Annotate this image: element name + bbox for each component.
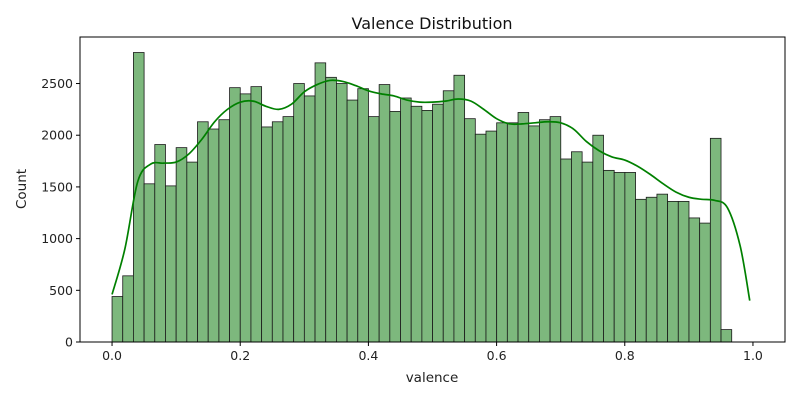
x-tick-label: 0.4 [358,348,378,363]
histogram-bar [539,119,551,343]
histogram-bar [165,185,177,343]
histogram-bar [154,144,166,343]
histogram-bar [677,200,690,343]
histogram-bar [389,111,401,343]
histogram-bar [517,112,530,343]
histogram-bar [400,97,412,343]
histogram-bar [571,151,583,343]
histogram-bar [314,62,327,343]
histogram-bar [303,95,316,343]
histogram-bar [271,121,284,343]
plot-frame [79,36,786,343]
histogram-bar [239,93,252,343]
histogram-bar [218,119,230,343]
x-tick-label: 0.0 [102,348,122,363]
histogram-bar [645,196,658,343]
histogram-bar [143,183,156,343]
y-tick-label: 1000 [41,231,73,246]
y-axis-label: Count [14,169,30,209]
histogram-bar [474,133,487,343]
histogram-bar [613,172,626,343]
histogram-bar [261,126,273,343]
histogram-bar [624,172,636,343]
histogram-bar [410,105,423,343]
histogram-bar [496,122,508,343]
histogram-bar [720,329,733,343]
histogram-bar [709,137,722,343]
histogram-bar [464,118,476,343]
histogram-bar [699,222,711,343]
x-tick-label: 0.6 [487,348,507,363]
histogram-bar [432,103,444,343]
histogram-bar [325,76,337,343]
histogram-bar [635,198,647,343]
x-axis-ticks: 0.0 0.2 0.4 0.6 0.8 1.0 [102,342,763,363]
histogram-bar [688,217,701,343]
histogram-bar [453,74,466,343]
histogram-bar [656,193,669,343]
y-tick-label: 0 [65,335,73,350]
histogram-bar [528,125,540,343]
y-tick-label: 1500 [41,179,73,194]
chart-title: Valence Distribution [351,14,512,33]
histogram-bar [442,90,455,343]
histogram-bar [250,86,263,343]
histogram-bar [603,169,615,343]
histogram-bar [368,116,380,343]
histogram-bar [421,110,433,343]
y-axis-ticks: 0 500 1000 1500 2000 2500 [41,76,80,350]
kde-curve [111,79,751,301]
x-axis-label: valence [406,370,459,386]
y-tick-label: 2500 [41,76,73,91]
histogram-bar [229,87,241,343]
histogram-bar [111,296,124,343]
histogram-bar [592,134,604,343]
histogram-bar [186,161,198,343]
histogram-bar [560,158,572,343]
x-tick-label: 0.2 [230,348,250,363]
histogram-bar [357,88,369,343]
x-tick-label: 1.0 [743,348,763,363]
histogram-bars [111,52,733,343]
histogram-bar [207,128,220,343]
histogram-bar [549,116,562,343]
histogram-bar [378,84,391,343]
histogram-bar [336,83,348,343]
histogram-bar [667,200,679,343]
histogram-bar [282,116,295,343]
histogram-bar [485,130,498,343]
histogram-bar [197,121,209,343]
y-tick-label: 500 [49,283,73,298]
histogram-bar [581,161,594,343]
x-tick-label: 0.8 [615,348,635,363]
y-tick-label: 2000 [41,128,73,143]
histogram-bar [122,275,134,343]
histogram-bar [346,99,359,343]
histogram-bar [506,122,519,343]
histogram-bar [293,83,305,343]
histogram-bar [175,147,188,343]
